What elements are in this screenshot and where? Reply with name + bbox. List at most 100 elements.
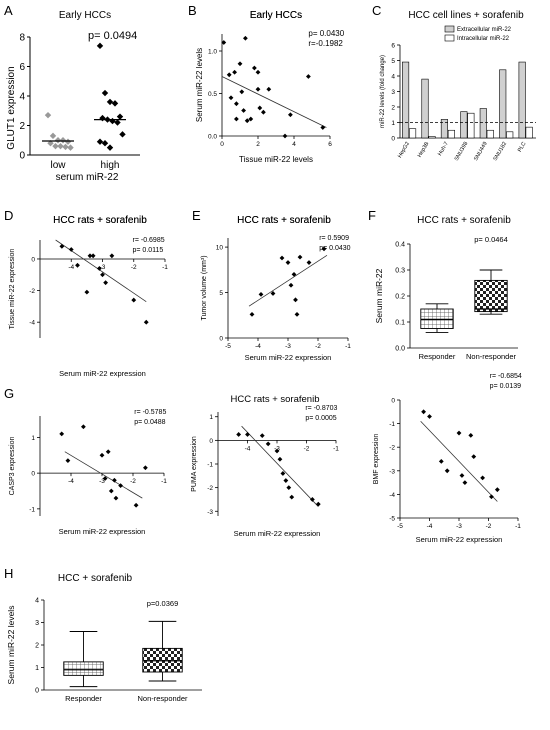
data-point [279,255,285,261]
data-point [427,414,432,419]
x-tick-label: -1 [161,478,167,485]
x-tick-label: -4 [255,343,261,350]
y-tick-label: -3 [389,468,395,475]
data-point [59,137,67,144]
data-point [106,144,114,151]
data-point [65,458,71,464]
x-tick-label: -4 [245,445,251,452]
y-tick-label: 3 [391,89,395,96]
legend-label: Extracellular miR-22 [457,27,512,33]
stat-label: p= 0.0464 [474,235,508,244]
x-tick-label: low [50,160,66,171]
data-point [64,138,72,145]
x-tick-label: -3 [99,478,105,485]
x-tick-label: Responder [65,694,102,703]
y-tick-label: -2 [207,485,213,492]
x-tick-label: -3 [456,523,462,530]
y-tick-label: 4 [391,74,395,81]
data-point [289,494,295,500]
stat-label: p=0.0369 [147,599,179,608]
data-point [105,449,111,455]
legend-swatch [444,25,455,33]
y-tick-label: 0.1 [395,320,405,327]
data-point [285,260,291,265]
x-tick-label: -2 [130,478,136,485]
data-point [277,456,283,462]
stat-label: r= -0.5785 [134,409,166,416]
y-axis-label: miR-22 levels (fold change) [380,55,386,128]
y-tick-label: -5 [389,516,395,523]
x-tick-label: high [101,160,120,171]
data-point [49,132,57,140]
panel-letter-g: G [4,386,14,401]
data-point [239,89,245,95]
data-point [283,478,289,483]
stat-label: r= -0.6985 [133,237,165,244]
y-axis-label: Serum miR-22 [374,268,384,323]
y-tick-label: 4 [19,92,25,103]
regression-line [64,451,143,499]
y-axis-label: Tumor volume (mm³) [201,255,208,320]
data-point [234,116,239,122]
data-point [489,494,494,500]
x-tick-label: -4 [68,264,74,271]
data-point [245,432,250,437]
x-tick-label: -2 [315,343,321,350]
y-tick-label: 1 [31,435,35,442]
y-tick-label: -1 [389,421,395,428]
data-point [282,133,288,139]
bar [447,129,455,139]
y-tick-label: -4 [29,320,35,327]
x-axis-label: Serum miR-22 expression [59,527,146,536]
data-point [258,291,264,297]
chart-d: HCC rats + sorafenib Tissue miR-22 expres… [9,215,168,378]
data-point [456,430,462,436]
data-point [257,105,263,111]
data-point [288,112,293,118]
data-point [75,262,80,268]
chart-g-bmf: BMF expression -5 -4 -3 -2 -1 -5 -4 -3 -2 -1 0 Serum… [373,373,522,544]
data-point [286,485,292,491]
bar [506,131,514,139]
data-point [96,266,102,271]
bar [499,69,507,139]
data-point [248,116,254,122]
x-tick-label: -2 [131,264,137,271]
chart-title: HCC rats + sorafenib [237,215,331,226]
data-point [113,495,119,501]
bar [409,128,417,139]
x-tick-label: -1 [333,445,339,452]
bar [518,61,526,139]
data-point [101,140,109,147]
data-point [462,480,468,485]
y-tick-label: -4 [389,492,395,499]
x-axis-label: Serum miR-22 expression [59,369,146,378]
data-point [119,131,126,138]
y-tick-label: 0 [391,398,395,405]
y-tick-label: 0 [31,256,35,263]
data-point [255,86,261,92]
data-point [237,61,243,67]
data-point [315,501,321,507]
panel-letter-b: B [188,3,197,18]
y-tick-label: 0.5 [208,91,217,98]
data-point [266,86,272,92]
data-point [102,476,108,481]
panel-letter-c: C [372,3,381,18]
data-point [444,468,450,474]
regression-line [221,76,327,128]
data-point [143,319,149,325]
box [63,661,104,676]
x-tick-label: Non-responder [466,352,517,361]
data-point [109,253,115,259]
data-point [438,458,444,464]
y-tick-label: -2 [29,288,35,295]
x-axis-label: Serum miR-22 expression [245,353,332,362]
data-point [133,502,139,508]
data-point [96,42,104,50]
y-tick-label: 3 [35,620,39,627]
x-tick-label: -2 [486,523,492,530]
data-point [234,101,239,107]
